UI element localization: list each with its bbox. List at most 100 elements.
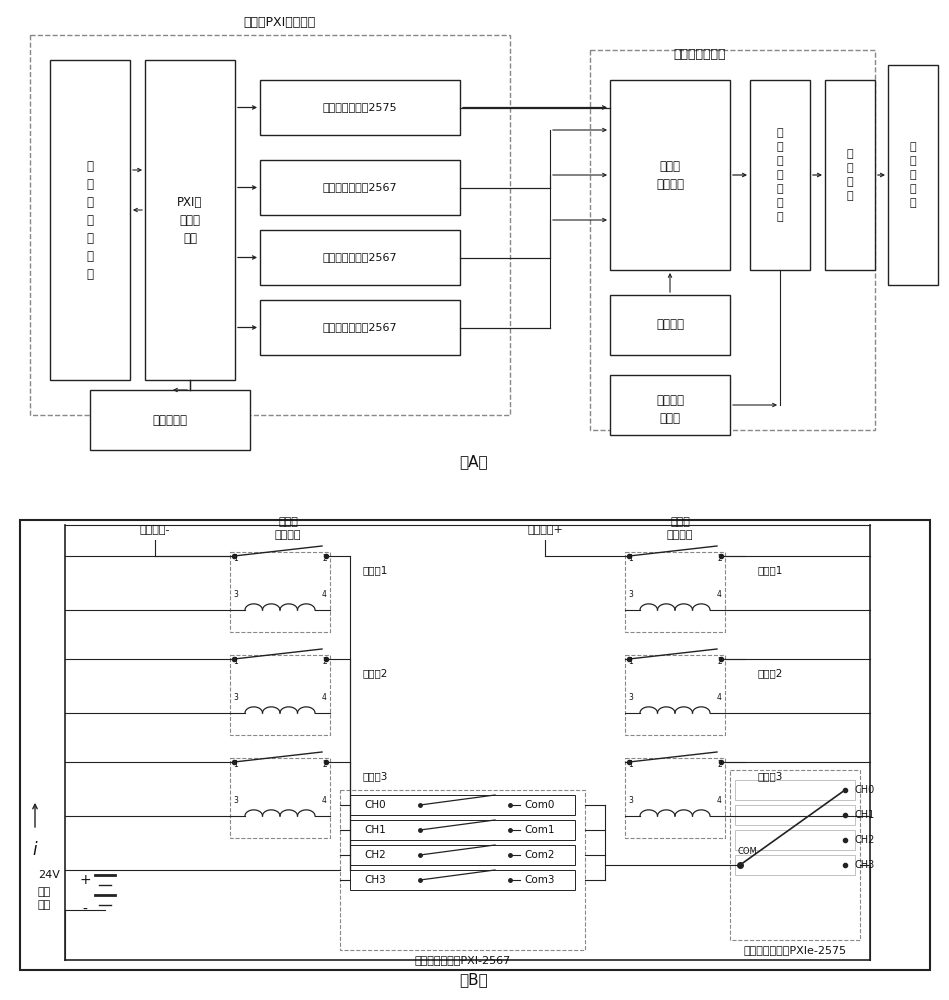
Text: 24V: 24V: [38, 870, 60, 880]
Text: +: +: [79, 873, 91, 887]
Text: （A）: （A）: [459, 454, 489, 470]
Text: 程控绝缘
测试仪: 程控绝缘 测试仪: [656, 394, 684, 426]
Text: 便携式PXI机箱组合: 便携式PXI机箱组合: [244, 15, 316, 28]
Text: 4: 4: [322, 590, 327, 599]
Text: 4: 4: [322, 796, 327, 805]
Bar: [230, 655, 330, 735]
Bar: [625, 655, 725, 735]
Bar: [350, 845, 575, 865]
Text: CH1: CH1: [364, 825, 386, 835]
Text: 2: 2: [717, 760, 722, 769]
Bar: [230, 758, 330, 838]
Bar: [350, 870, 575, 890]
Text: 待测点3: 待测点3: [363, 771, 388, 781]
Text: 打印机组合: 打印机组合: [153, 414, 188, 426]
Bar: [610, 295, 730, 355]
Text: 1: 1: [628, 657, 633, 666]
Text: 2: 2: [717, 657, 722, 666]
Text: 3: 3: [233, 590, 238, 599]
Text: 4: 4: [717, 590, 722, 599]
Bar: [260, 300, 460, 355]
Bar: [590, 50, 875, 430]
Text: 1: 1: [233, 760, 238, 769]
Text: 多路复用器模块2575: 多路复用器模块2575: [323, 103, 398, 112]
Text: 3: 3: [628, 796, 633, 805]
Text: 4: 4: [717, 796, 722, 805]
Text: 继电器驱动模块2567: 继电器驱动模块2567: [323, 322, 398, 332]
Bar: [20, 520, 930, 970]
Text: 耐高压
继电器板: 耐高压 继电器板: [656, 159, 684, 190]
Text: 多路复用器模块PXIe-2575: 多路复用器模块PXIe-2575: [743, 945, 847, 955]
Bar: [50, 60, 130, 380]
Text: Com3: Com3: [525, 875, 555, 885]
Text: 1: 1: [628, 760, 633, 769]
Text: Com0: Com0: [525, 800, 555, 810]
Text: CH1: CH1: [855, 810, 875, 820]
Bar: [90, 390, 250, 450]
Text: Com1: Com1: [525, 825, 555, 835]
Text: i: i: [32, 841, 37, 859]
Text: 键
盘
显
示
器
组
合: 键 盘 显 示 器 组 合: [86, 159, 94, 280]
Text: CH0: CH0: [855, 785, 875, 795]
Text: 待
测
电
缆
网: 待 测 电 缆 网: [910, 142, 917, 208]
Text: 耐高压: 耐高压: [278, 517, 298, 527]
Text: 绝缘表笔-: 绝缘表笔-: [140, 525, 170, 535]
Bar: [610, 80, 730, 270]
Bar: [350, 795, 575, 815]
Bar: [750, 80, 810, 270]
Text: （B）: （B）: [459, 972, 489, 988]
Text: 3: 3: [233, 693, 238, 702]
Text: COM: COM: [738, 848, 757, 856]
Text: 电源: 电源: [38, 887, 51, 897]
Text: 4: 4: [717, 693, 722, 702]
Text: CH3: CH3: [364, 875, 386, 885]
Text: 待测点1: 待测点1: [363, 565, 388, 575]
Text: -: -: [83, 903, 87, 917]
Text: 2: 2: [323, 657, 327, 666]
Text: 测
试
电
缆: 测 试 电 缆: [847, 149, 853, 201]
Bar: [145, 60, 235, 380]
Bar: [350, 820, 575, 840]
Text: CH3: CH3: [855, 860, 875, 870]
Text: 待测点2: 待测点2: [363, 668, 388, 678]
Text: 继电器驱动模块PXI-2567: 继电器驱动模块PXI-2567: [415, 955, 511, 965]
Bar: [230, 552, 330, 632]
Text: 2: 2: [717, 554, 722, 563]
Bar: [625, 758, 725, 838]
Text: 3: 3: [233, 796, 238, 805]
Bar: [610, 375, 730, 435]
Text: 电源模块: 电源模块: [656, 318, 684, 332]
Text: 继电器驱动模块2567: 继电器驱动模块2567: [323, 182, 398, 192]
Bar: [825, 80, 875, 270]
Text: Com2: Com2: [525, 850, 555, 860]
Bar: [888, 65, 938, 285]
Text: 测
试
电
缆
转
接
盒: 测 试 电 缆 转 接 盒: [776, 128, 783, 222]
Text: 继电器驱动模块2567: 继电器驱动模块2567: [323, 252, 398, 262]
Text: PXI嵌
入式控
制器: PXI嵌 入式控 制器: [177, 196, 203, 244]
Text: 2: 2: [323, 554, 327, 563]
Text: 待测点1: 待测点1: [757, 565, 783, 575]
Text: 待测点2: 待测点2: [757, 668, 783, 678]
Bar: [735, 780, 855, 800]
Text: 3: 3: [628, 590, 633, 599]
Text: 1: 1: [233, 554, 238, 563]
Text: 继电器板: 继电器板: [275, 530, 301, 540]
Text: 1: 1: [233, 657, 238, 666]
Bar: [625, 552, 725, 632]
Bar: [340, 790, 585, 950]
Text: 绝缘表笔+: 绝缘表笔+: [527, 525, 563, 535]
Text: CH2: CH2: [364, 850, 386, 860]
Text: 继电器转接组合: 继电器转接组合: [674, 48, 726, 62]
Text: 模块: 模块: [38, 900, 51, 910]
Bar: [260, 230, 460, 285]
Bar: [735, 805, 855, 825]
Bar: [730, 770, 860, 940]
Text: 1: 1: [628, 554, 633, 563]
Text: 耐高压: 耐高压: [670, 517, 690, 527]
Text: 继电器板: 继电器板: [667, 530, 694, 540]
Text: 待测点3: 待测点3: [757, 771, 783, 781]
Text: 4: 4: [322, 693, 327, 702]
Bar: [260, 80, 460, 135]
Text: CH0: CH0: [364, 800, 386, 810]
Bar: [30, 35, 510, 415]
